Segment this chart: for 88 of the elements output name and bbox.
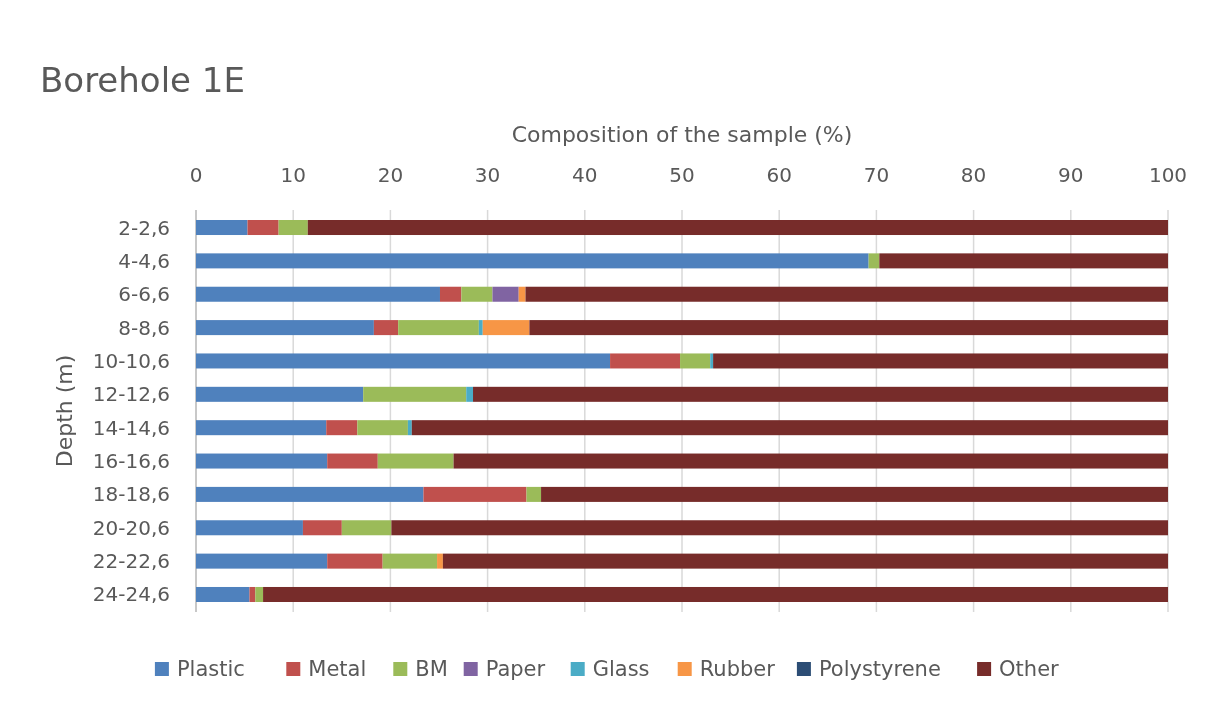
legend-label: Metal	[308, 657, 367, 682]
legend-label: Paper	[485, 657, 546, 682]
bar	[710, 353, 714, 369]
bar	[196, 220, 248, 236]
bar	[196, 320, 374, 336]
bar	[525, 286, 1168, 302]
bar	[391, 520, 1168, 536]
bar	[196, 586, 250, 602]
bar	[263, 586, 1168, 602]
bar	[247, 220, 279, 236]
x-tick-label: 50	[669, 163, 695, 187]
bar	[407, 420, 412, 436]
x-axis-title: Composition of the sample (%)	[511, 122, 853, 147]
x-tick-label: 70	[863, 163, 890, 187]
bar	[411, 420, 1168, 436]
legend-label: BM	[415, 657, 448, 682]
y-tick-label: 8-8,6	[118, 315, 170, 340]
bar	[526, 486, 542, 502]
bar	[437, 553, 443, 569]
bar	[307, 220, 1168, 236]
x-tick-label: 60	[766, 163, 792, 187]
bar	[357, 420, 408, 436]
bar	[461, 286, 493, 302]
legend-label: Plastic	[176, 657, 245, 682]
bar	[377, 453, 454, 469]
legend-label: Rubber	[699, 657, 776, 682]
x-tick-label: 10	[280, 163, 306, 187]
bar	[442, 553, 1168, 569]
bar	[196, 286, 440, 302]
y-tick-label: 20-20,6	[92, 515, 170, 540]
legend-label: Other	[999, 657, 1060, 682]
x-tick-label: 90	[1058, 163, 1084, 187]
y-tick-label: 10-10,6	[92, 348, 170, 373]
bar	[196, 253, 869, 269]
bar	[482, 320, 530, 336]
y-tick-label: 2-2,6	[118, 215, 170, 240]
bar	[196, 420, 327, 436]
bar	[196, 353, 611, 369]
bar	[466, 386, 474, 402]
bar	[196, 453, 328, 469]
y-tick-label: 6-6,6	[118, 282, 170, 307]
x-tick-label: 80	[960, 163, 987, 187]
bar	[302, 520, 342, 536]
y-tick-label: 18-18,6	[92, 482, 170, 507]
x-tick-label: 30	[474, 163, 501, 187]
bar	[529, 320, 1168, 336]
y-tick-label: 16-16,6	[92, 449, 170, 474]
bar	[363, 386, 467, 402]
bar	[327, 453, 378, 469]
bar	[680, 353, 711, 369]
bar	[341, 520, 392, 536]
y-tick-label: 4-4,6	[118, 248, 170, 273]
x-tick-label: 100	[1148, 163, 1188, 187]
bar	[373, 320, 399, 336]
y-tick-label: 14-14,6	[92, 415, 170, 440]
y-tick-label: 22-22,6	[92, 549, 170, 574]
bar	[492, 286, 519, 302]
x-tick-label: 20	[377, 163, 404, 187]
bar	[382, 553, 438, 569]
bar	[453, 453, 1168, 469]
bar	[541, 486, 1168, 502]
legend-label: Glass	[592, 657, 650, 682]
y-tick-label: 24-24,6	[92, 582, 170, 607]
x-tick-label: 40	[572, 163, 598, 187]
bar	[518, 286, 526, 302]
x-tick-label: 0	[189, 163, 203, 187]
bar	[879, 253, 1168, 269]
bar	[255, 586, 264, 602]
bar	[478, 320, 483, 336]
bar	[423, 486, 527, 502]
bar	[326, 420, 358, 436]
y-axis-title: Depth (m)	[52, 354, 77, 468]
bar	[439, 286, 462, 302]
bar	[327, 553, 383, 569]
legend-label: Polystyrene	[818, 657, 941, 682]
bar	[473, 386, 1168, 402]
y-tick-label: 12-12,6	[92, 382, 170, 407]
bar	[278, 220, 308, 236]
chart-title: Borehole 1E	[40, 60, 245, 100]
bar	[398, 320, 479, 336]
bar	[610, 353, 681, 369]
bar	[196, 553, 328, 569]
bar	[249, 586, 256, 602]
bar	[868, 253, 880, 269]
bar	[196, 486, 424, 502]
bar	[196, 386, 364, 402]
bar	[713, 353, 1168, 369]
bar	[196, 520, 303, 536]
